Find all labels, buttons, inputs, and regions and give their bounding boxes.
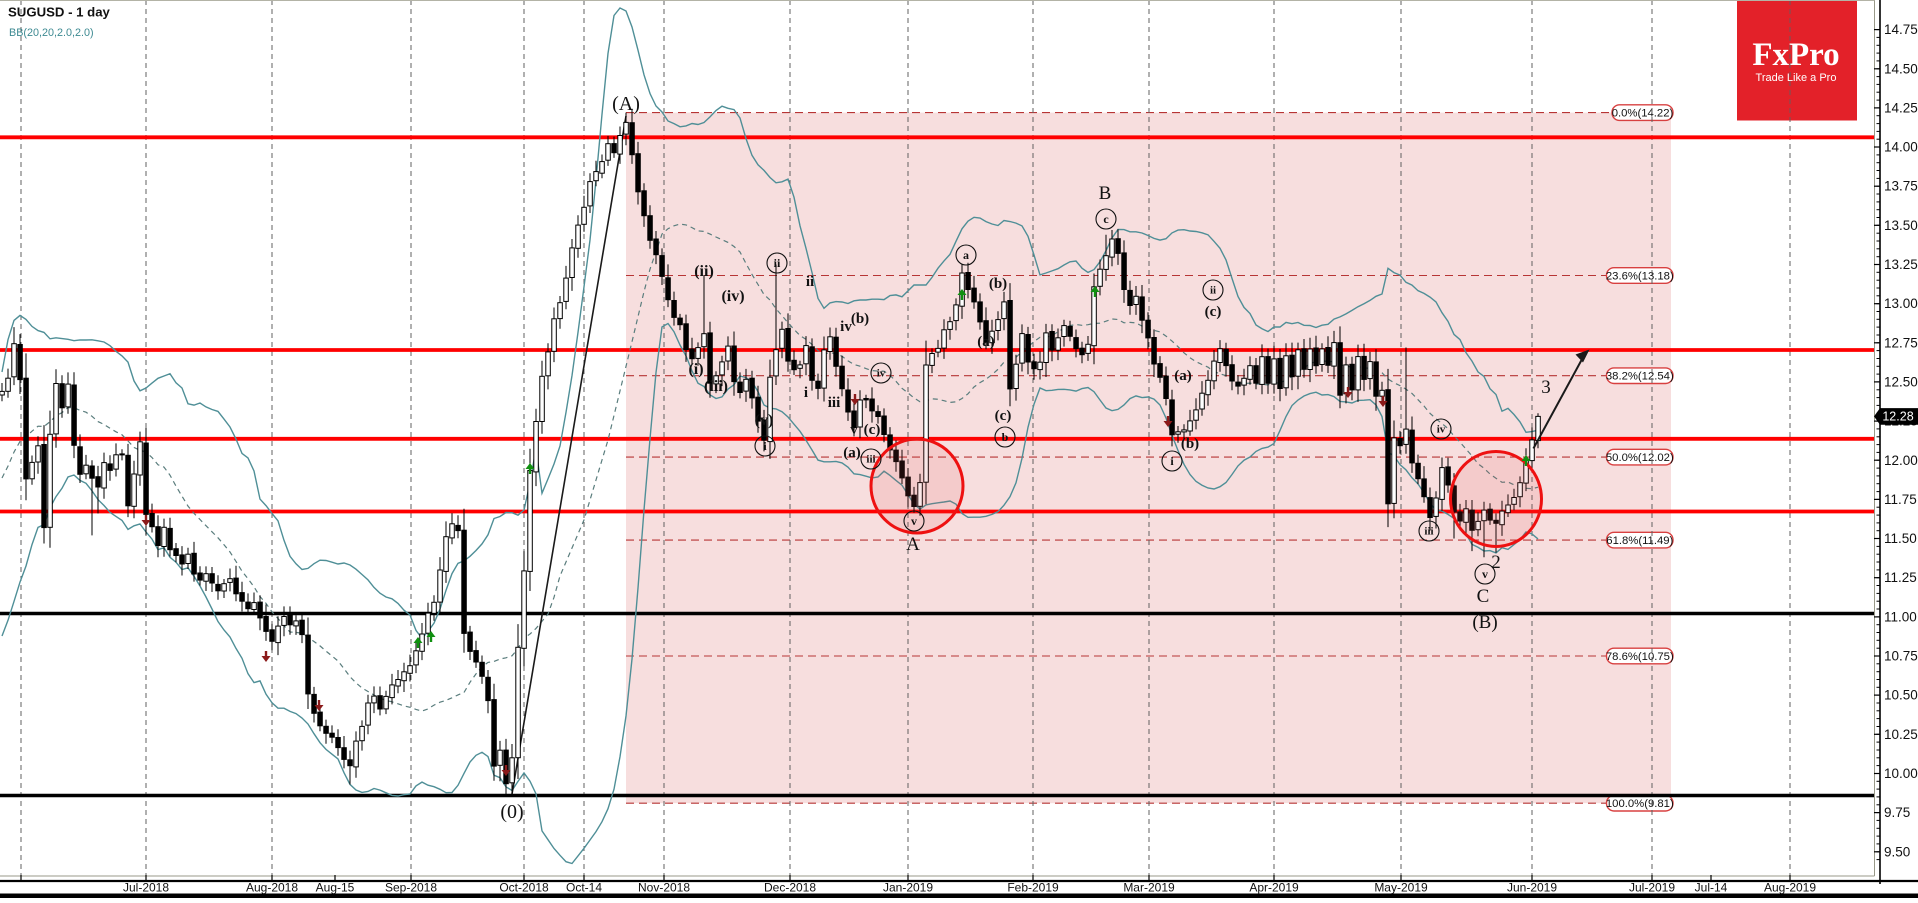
svg-text:10.50: 10.50 (1884, 688, 1918, 703)
svg-text:12.28: 12.28 (1882, 410, 1913, 424)
svg-text:(iv): (iv) (721, 288, 744, 305)
svg-text:(v): (v) (755, 412, 774, 429)
svg-text:13.50: 13.50 (1884, 218, 1918, 233)
svg-text:(B): (B) (1472, 612, 1497, 633)
svg-text:11.75: 11.75 (1884, 492, 1917, 507)
svg-text:Jul-2018: Jul-2018 (123, 881, 169, 895)
svg-text:i: i (804, 385, 808, 401)
svg-text:SUGUSD - 1 day: SUGUSD - 1 day (8, 5, 111, 20)
svg-text:C: C (1477, 586, 1490, 607)
svg-text:14.50: 14.50 (1884, 61, 1918, 76)
svg-text:(c): (c) (1205, 304, 1222, 320)
svg-text:iv: iv (840, 319, 852, 335)
svg-text:61.8%(11.49): 61.8%(11.49) (1606, 535, 1673, 547)
svg-text:BB(20,20,2.0,2.0): BB(20,20,2.0,2.0) (9, 27, 94, 39)
svg-text:Oct-14: Oct-14 (566, 881, 602, 895)
svg-text:Trade Like a Pro: Trade Like a Pro (1756, 72, 1837, 84)
svg-text:11.25: 11.25 (1884, 570, 1917, 585)
svg-text:12.75: 12.75 (1884, 335, 1918, 350)
svg-text:(A): (A) (612, 93, 640, 115)
svg-text:(b): (b) (989, 276, 1007, 292)
svg-text:(0): (0) (500, 801, 523, 823)
svg-text:(ii): (ii) (694, 263, 714, 280)
svg-text:Jan-2019: Jan-2019 (883, 881, 933, 895)
svg-text:B: B (1099, 183, 1112, 204)
svg-text:(a): (a) (977, 334, 995, 350)
svg-text:Sep-2018: Sep-2018 (385, 881, 437, 895)
svg-text:Jul-14: Jul-14 (1695, 881, 1728, 895)
svg-text:38.2%(12.54): 38.2%(12.54) (1606, 371, 1674, 383)
svg-text:Nov-2018: Nov-2018 (638, 881, 690, 895)
svg-text:Mar-2019: Mar-2019 (1123, 881, 1175, 895)
svg-text:50.0%(12.02): 50.0%(12.02) (1606, 452, 1674, 464)
svg-text:Dec-2018: Dec-2018 (764, 881, 816, 895)
svg-text:iii: iii (828, 395, 841, 411)
svg-text:14.75: 14.75 (1884, 22, 1918, 37)
svg-text:FxPro: FxPro (1752, 37, 1839, 73)
svg-text:12.00: 12.00 (1884, 453, 1918, 468)
svg-text:iii: iii (866, 454, 875, 466)
svg-text:14.00: 14.00 (1884, 140, 1918, 155)
svg-text:(iii): (iii) (704, 378, 728, 395)
svg-text:10.25: 10.25 (1884, 727, 1918, 742)
svg-text:c: c (1103, 212, 1109, 226)
svg-text:0.0%(14.22): 0.0%(14.22) (1612, 108, 1674, 120)
svg-text:11.50: 11.50 (1884, 531, 1917, 546)
svg-text:iii: iii (1424, 526, 1433, 538)
svg-text:(b): (b) (851, 311, 869, 327)
svg-text:13.75: 13.75 (1884, 179, 1918, 194)
svg-text:(i): (i) (688, 361, 703, 378)
svg-text:(c): (c) (995, 408, 1012, 424)
svg-text:Aug-15: Aug-15 (316, 881, 355, 895)
svg-text:v: v (1482, 567, 1488, 581)
svg-text:iv: iv (1437, 424, 1446, 436)
svg-text:(a): (a) (843, 445, 861, 461)
svg-text:ii: ii (806, 274, 814, 290)
svg-text:(b): (b) (1181, 436, 1199, 452)
svg-text:23.6%(13.18): 23.6%(13.18) (1606, 271, 1674, 283)
svg-text:78.6%(10.75): 78.6%(10.75) (1606, 651, 1674, 663)
svg-text:v: v (911, 514, 917, 528)
svg-text:9.75: 9.75 (1884, 805, 1910, 820)
svg-text:Feb-2019: Feb-2019 (1007, 881, 1059, 895)
svg-text:Oct-2018: Oct-2018 (499, 881, 549, 895)
svg-text:12.50: 12.50 (1884, 374, 1918, 389)
svg-text:10.75: 10.75 (1884, 649, 1918, 664)
svg-text:(c): (c) (864, 422, 881, 438)
svg-text:Jun-2019: Jun-2019 (1507, 881, 1557, 895)
svg-text:10.00: 10.00 (1884, 766, 1918, 781)
svg-text:Apr-2019: Apr-2019 (1249, 881, 1299, 895)
svg-text:14.25: 14.25 (1884, 100, 1918, 115)
svg-text:iv: iv (877, 368, 886, 380)
svg-text:2: 2 (1491, 552, 1501, 573)
svg-text:9.50: 9.50 (1884, 844, 1910, 859)
svg-text:13.25: 13.25 (1884, 257, 1918, 272)
svg-text:Aug-2018: Aug-2018 (246, 881, 298, 895)
svg-text:Aug-2019: Aug-2019 (1764, 881, 1816, 895)
svg-text:i: i (763, 439, 767, 453)
svg-text:v: v (850, 422, 858, 438)
svg-text:A: A (906, 534, 920, 555)
svg-text:i: i (1170, 454, 1174, 468)
svg-text:(a): (a) (1174, 368, 1192, 384)
svg-text:Jul-2019: Jul-2019 (1629, 881, 1675, 895)
svg-text:100.0%(9.81): 100.0%(9.81) (1606, 798, 1674, 810)
svg-text:a: a (963, 248, 969, 262)
svg-text:b: b (1002, 430, 1009, 444)
svg-text:May-2019: May-2019 (1374, 881, 1428, 895)
svg-text:ii: ii (1210, 285, 1216, 297)
svg-text:3: 3 (1541, 377, 1551, 398)
svg-text:13.00: 13.00 (1884, 296, 1918, 311)
svg-text:ii: ii (774, 256, 781, 270)
svg-text:11.00: 11.00 (1884, 609, 1917, 624)
